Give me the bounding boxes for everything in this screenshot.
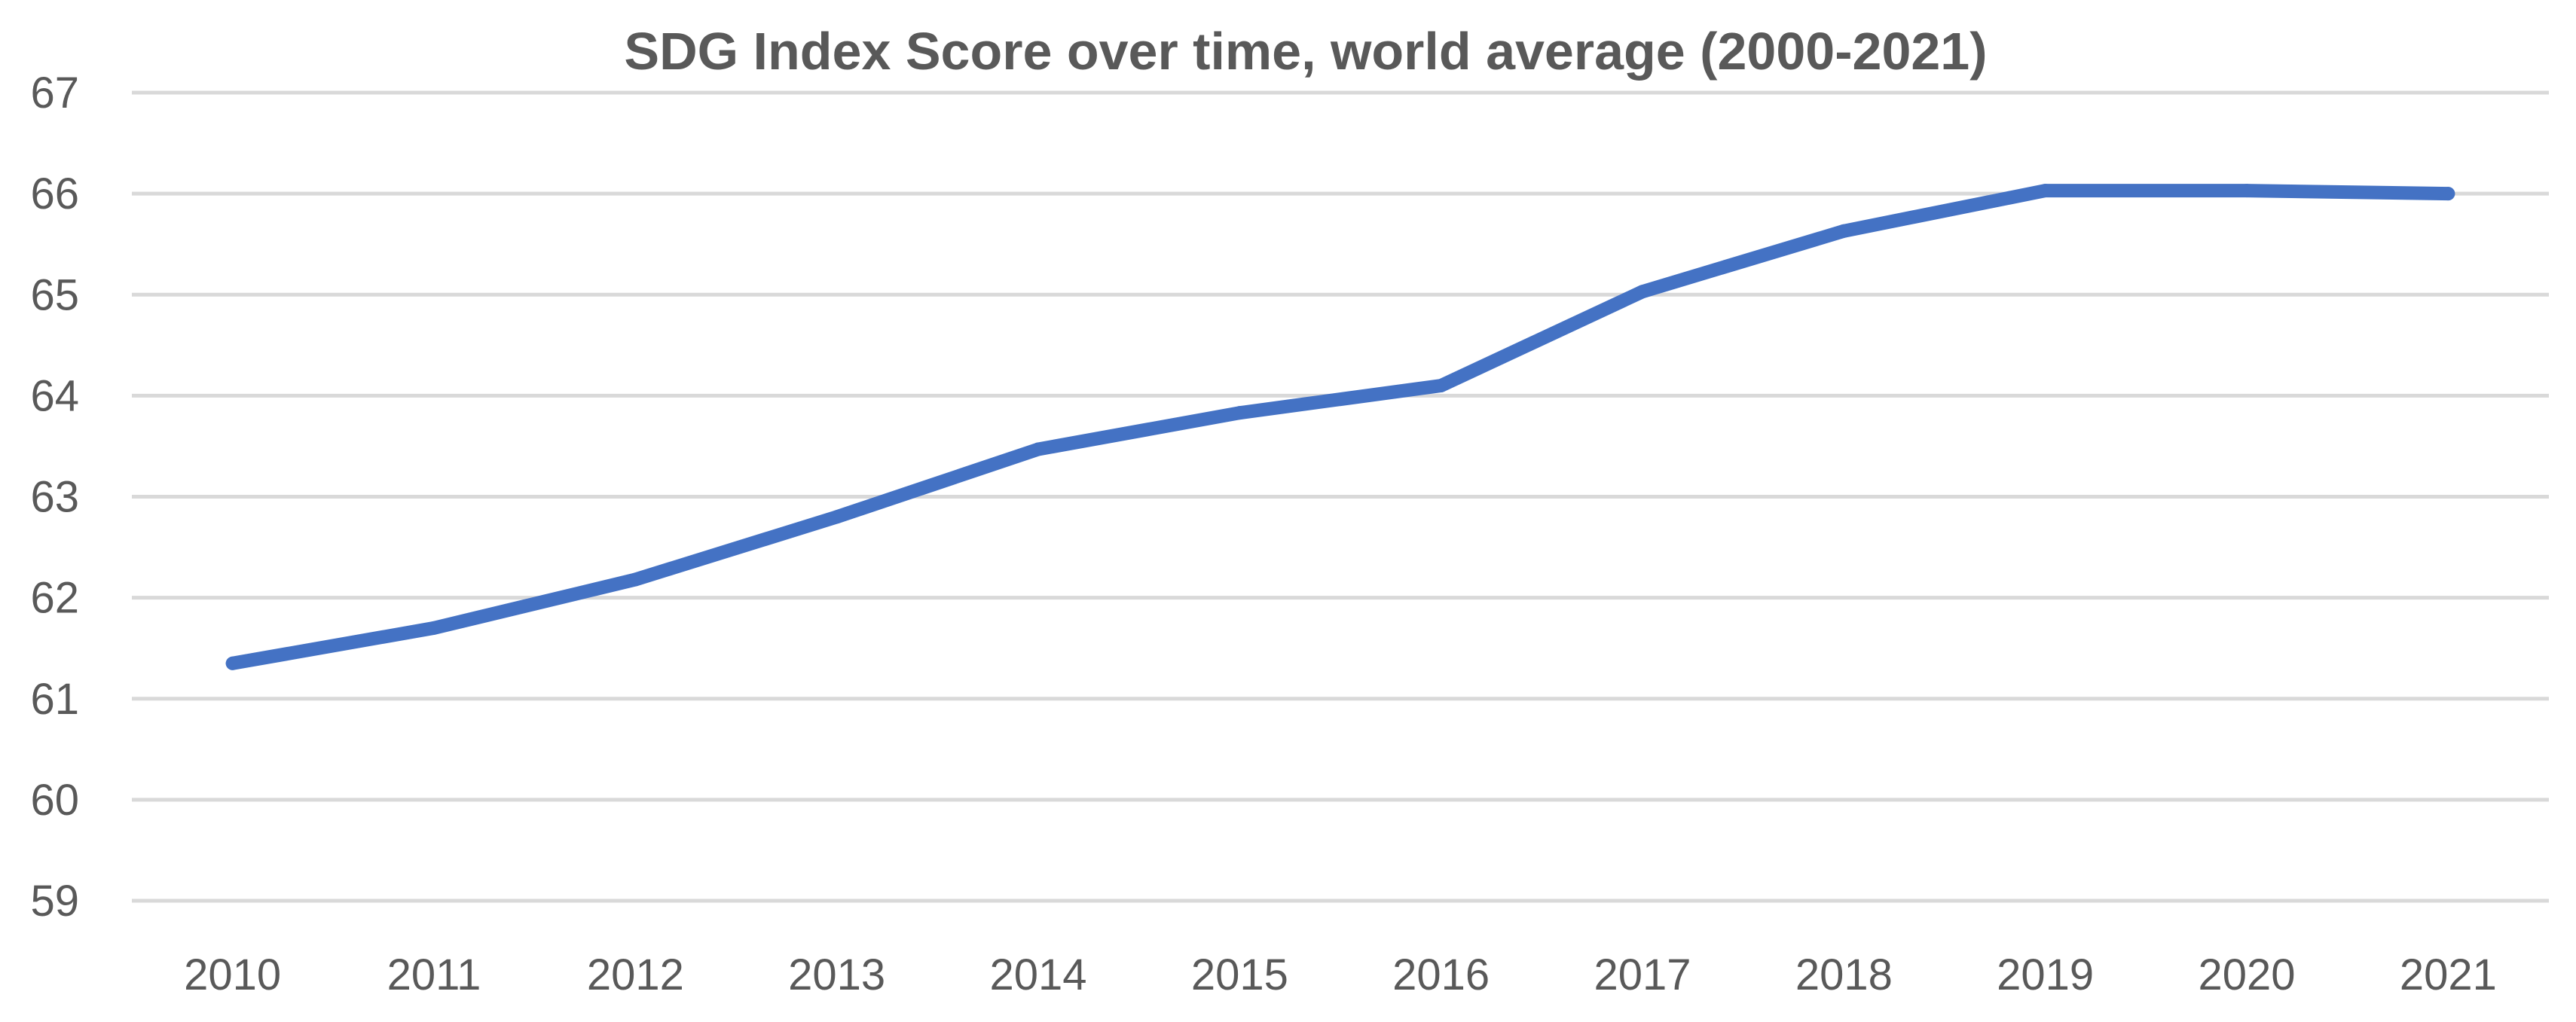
data-point-2021 xyxy=(2441,187,2455,201)
data-point-2016 xyxy=(1434,378,1448,392)
x-tick-label: 2013 xyxy=(788,950,885,999)
y-axis-tick-labels: 59 60 61 62 63 64 65 66 67 xyxy=(30,69,79,926)
y-tick-label: 61 xyxy=(30,675,79,724)
x-tick-label: 2017 xyxy=(1594,950,1691,999)
x-tick-label: 2010 xyxy=(184,950,281,999)
y-tick-label: 63 xyxy=(30,473,79,522)
x-tick-label: 2011 xyxy=(387,950,481,999)
y-tick-label: 65 xyxy=(30,270,79,319)
data-point-2011 xyxy=(427,621,441,635)
x-tick-label: 2021 xyxy=(2400,950,2497,999)
data-point-2010 xyxy=(225,656,240,670)
chart-title: SDG Index Score over time, world average… xyxy=(624,22,1987,81)
x-tick-label: 2016 xyxy=(1392,950,1490,999)
y-tick-label: 67 xyxy=(30,69,79,117)
x-tick-label: 2018 xyxy=(1795,950,1893,999)
y-tick-label: 62 xyxy=(30,574,79,623)
gridlines xyxy=(132,90,2549,903)
data-point-2017 xyxy=(1636,285,1649,299)
y-tick-label: 66 xyxy=(30,169,79,218)
series-line-0 xyxy=(225,184,2455,670)
data-point-2013 xyxy=(830,510,844,524)
x-tick-label: 2020 xyxy=(2198,950,2295,999)
data-point-2020 xyxy=(2240,184,2254,198)
series-layer xyxy=(225,184,2455,670)
data-point-2015 xyxy=(1233,406,1247,420)
x-axis-tick-labels: 2010 2011 2012 2013 2014 2015 2016 2017 2018 2019… xyxy=(184,950,2497,999)
y-tick-label: 64 xyxy=(30,371,79,420)
data-point-2019 xyxy=(2038,184,2052,198)
x-tick-label: 2015 xyxy=(1191,950,1288,999)
x-tick-label: 2012 xyxy=(587,950,684,999)
x-tick-label: 2019 xyxy=(1997,950,2094,999)
data-point-2018 xyxy=(1837,224,1851,238)
y-tick-label: 59 xyxy=(30,877,79,926)
data-point-2012 xyxy=(628,572,643,587)
y-tick-label: 60 xyxy=(30,776,79,825)
data-point-2014 xyxy=(1031,442,1045,456)
x-tick-label: 2014 xyxy=(989,950,1086,999)
